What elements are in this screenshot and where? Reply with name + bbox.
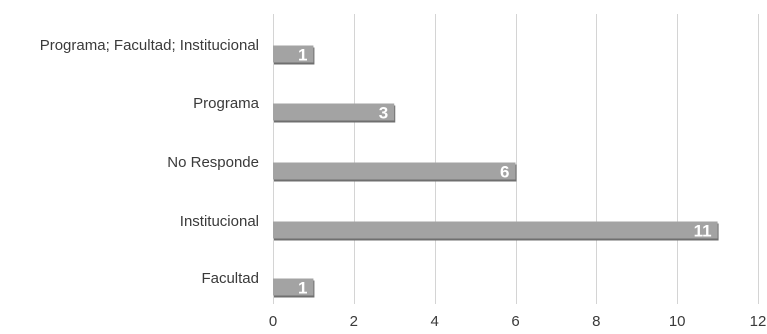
bar-data-label: 11 (694, 222, 712, 241)
x-tick-label: 10 (669, 313, 686, 330)
bar (273, 162, 516, 180)
x-tick-label: 2 (350, 313, 358, 330)
bar (273, 221, 718, 239)
bar-data-label: 1 (298, 279, 307, 298)
x-tick-label: 8 (592, 313, 600, 330)
category-label: No Responde (167, 154, 259, 171)
category-label: Programa; Facultad; Institucional (40, 37, 259, 54)
x-tick-label: 12 (750, 313, 767, 330)
bar-data-label: 6 (500, 163, 509, 182)
value-axis: 0 2 4 6 8 10 12 (269, 313, 767, 330)
category-label: Institucional (180, 213, 259, 230)
bar (273, 103, 395, 121)
category-label: Programa (193, 95, 260, 112)
category-label: Facultad (201, 270, 259, 287)
category-axis: Programa; Facultad; Institucional Program… (40, 37, 260, 287)
x-tick-label: 4 (430, 313, 438, 330)
grid-layer (273, 14, 759, 304)
bar (273, 45, 314, 63)
bar-data-label: 3 (379, 104, 388, 123)
bar-data-label: 1 (298, 46, 307, 65)
x-tick-label: 0 (269, 313, 277, 330)
bar (273, 278, 314, 296)
x-tick-label: 6 (511, 313, 519, 330)
